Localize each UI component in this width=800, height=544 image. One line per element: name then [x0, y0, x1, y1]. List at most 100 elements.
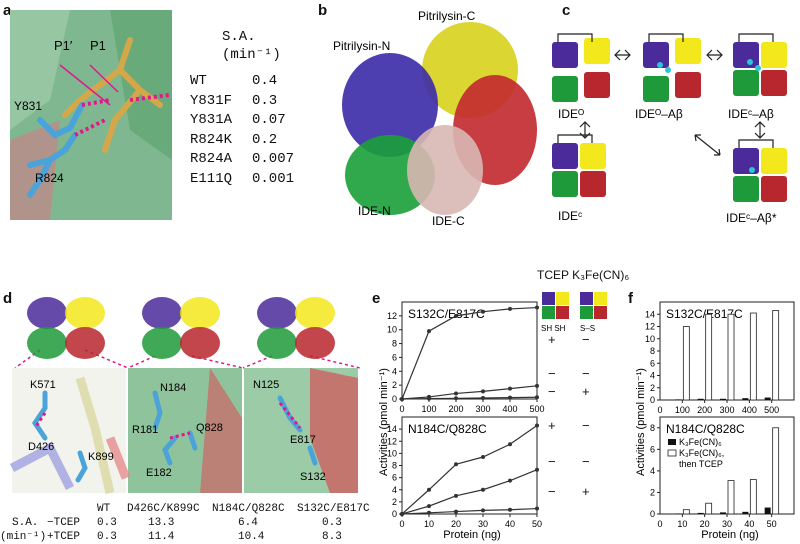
- data-point: [508, 507, 512, 512]
- data-point: [508, 395, 512, 400]
- data-point: [535, 395, 539, 400]
- y-tick-label: 2: [650, 487, 655, 497]
- bar-k3fe-then-tcep: [727, 480, 735, 515]
- block-red: [584, 72, 610, 98]
- block-yellow: [761, 42, 787, 68]
- residue-r181: R181: [132, 424, 158, 436]
- hbond: [278, 402, 302, 429]
- residue-k899: K899: [88, 451, 114, 463]
- label-p1: P1: [90, 38, 106, 53]
- state-ideo: IDEᴼ: [558, 107, 584, 121]
- x-tick-label: 400: [502, 404, 517, 414]
- panel-e-charts: Activities (pmol min⁻¹) Protein (ng) S13…: [378, 301, 545, 541]
- bar-k3fe-then-tcep: [772, 427, 780, 515]
- ide-open: [552, 33, 610, 102]
- series-line: [401, 469, 538, 515]
- block-red: [675, 72, 701, 98]
- y-tick-label: 4: [650, 466, 655, 476]
- icon-label-sh: SH SH: [541, 324, 566, 333]
- panel-label-f: f: [628, 290, 633, 307]
- data-point: [508, 386, 512, 391]
- x-tick-label: 0: [657, 405, 662, 415]
- ide-closed-abstar: [733, 139, 787, 202]
- x-tick-label: 0: [399, 519, 404, 529]
- domain-yellow: [295, 297, 335, 329]
- y-tick-label: 10: [387, 325, 397, 335]
- data-point: [508, 442, 512, 447]
- bar-k3fe: [742, 398, 749, 400]
- zoom-guide: [14, 349, 41, 369]
- sa-row: R824A 0.007: [190, 150, 294, 170]
- zoom-guide: [242, 355, 273, 369]
- block-green: [733, 176, 759, 202]
- domain-yellow: [180, 297, 220, 329]
- y-tick-label: 6: [650, 358, 655, 368]
- x-tick-label: 20: [700, 519, 710, 529]
- block-yellow: [675, 38, 701, 64]
- block-yellow: [580, 143, 606, 169]
- label-y831: Y831: [14, 99, 42, 113]
- x-tick-label: 100: [675, 405, 690, 415]
- overview-structure: [142, 297, 220, 359]
- x-tick-label: 0: [399, 404, 404, 414]
- residue-d426: D426: [28, 441, 54, 453]
- label-pitrilysin-n: Pitrilysin-N: [333, 39, 390, 53]
- panel-e-header: TCEP K₃Fe(CN)₆: [537, 268, 630, 282]
- y-tick-label: 6: [650, 444, 655, 454]
- y-tick-label: 2: [650, 383, 655, 393]
- y-tick-label: 2: [392, 380, 397, 390]
- mutant: R824A: [190, 151, 233, 167]
- state-idec-abstar: IDEᶜ–Aβ*: [726, 211, 777, 225]
- domain-green: [257, 327, 297, 359]
- data-point: [508, 306, 512, 311]
- legend-label: K₃Fe(CN)₆,: [679, 448, 724, 458]
- label-r824: R824: [35, 171, 64, 185]
- bar-k3fe-then-tcep: [682, 326, 690, 401]
- x-tick-label: 500: [529, 404, 544, 414]
- y-tick-label: 4: [392, 366, 397, 376]
- block-green: [542, 306, 555, 319]
- line-chart-e-top: S132C/E817C 0 100 200 300 400 500 0 2 4 6 8 10 12: [387, 301, 545, 414]
- x-tick-label: 0: [657, 519, 662, 529]
- data-point: [427, 504, 431, 509]
- bar-k3fe: [675, 399, 682, 400]
- residue-e817: E817: [290, 434, 316, 446]
- sa-header-line2: (min⁻¹): [222, 47, 281, 63]
- sa-value: 0.07: [252, 112, 286, 128]
- series-line: [401, 306, 538, 400]
- row-label-bottom: (min⁻¹): [0, 531, 47, 543]
- data-point: [535, 305, 539, 310]
- x-tick-label: 10: [677, 519, 687, 529]
- domain-red: [180, 327, 220, 359]
- data-point: [427, 510, 431, 515]
- mutant: WT: [190, 73, 207, 89]
- mutant: E111Q: [190, 170, 233, 187]
- linker: [738, 139, 774, 148]
- mutant: Y831F: [190, 92, 233, 109]
- x-tick-label: 50: [767, 519, 777, 529]
- cell: 6.4: [238, 517, 258, 529]
- x-tick-label: 30: [478, 519, 488, 529]
- data-point: [427, 487, 431, 492]
- bar-k3fe-then-tcep: [749, 479, 757, 515]
- sa-value: 0.3: [252, 92, 278, 109]
- backbone: [105, 436, 131, 480]
- y-tick-label: 10: [387, 448, 397, 458]
- x-tick-label: 400: [742, 405, 757, 415]
- block-green: [552, 171, 578, 197]
- y-tick-label: 14: [387, 424, 397, 434]
- block-yellow: [594, 292, 607, 305]
- label-p1prime: P1′: [54, 38, 73, 53]
- panel-d-table: WT D426C/K899C N184C/Q828C S132C/E817C S…: [0, 502, 370, 544]
- block-red: [594, 306, 607, 319]
- zoom-guide: [127, 355, 156, 369]
- data-point: [508, 478, 512, 483]
- bar-k3fe-then-tcep: [749, 312, 757, 401]
- x-tick-label: 300: [475, 404, 490, 414]
- panel-c-cycle: IDEᴼ IDEᴼ–Aβ IDEᶜ–Aβ IDEᶜ IDEᶜ–Aβ*: [552, 33, 787, 225]
- cell: 10.4: [238, 531, 265, 543]
- domain-yellow: [65, 297, 105, 329]
- label-ide-c: IDE-C: [432, 214, 465, 228]
- e-ylabel: Activities (pmol min⁻¹): [378, 368, 390, 476]
- block-purple: [542, 292, 555, 305]
